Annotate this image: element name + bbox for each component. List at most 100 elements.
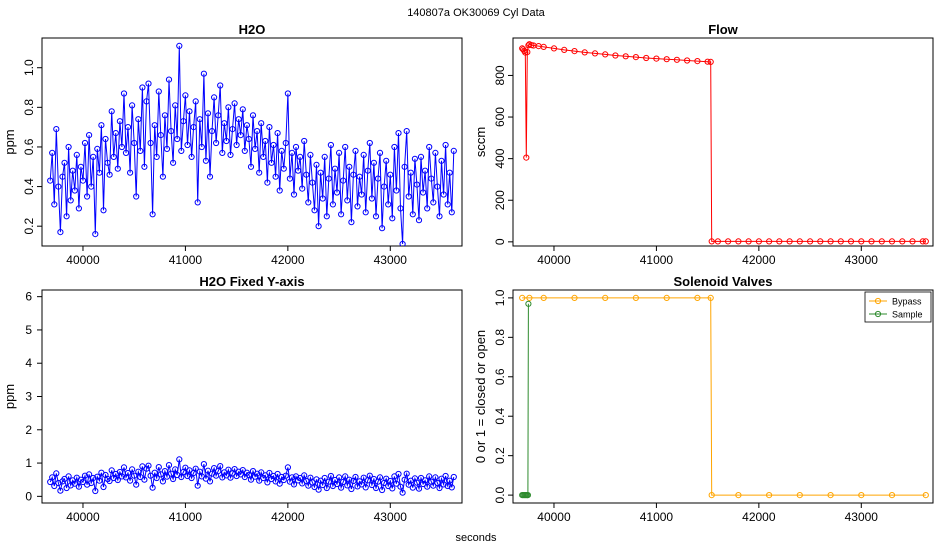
data-point <box>385 201 392 208</box>
data-point <box>409 484 416 491</box>
data-point <box>319 195 326 202</box>
data-point <box>200 461 207 468</box>
data-point <box>124 469 132 477</box>
data-point <box>643 54 650 62</box>
data-point <box>352 473 359 481</box>
series-bypass <box>519 294 929 499</box>
data-point <box>55 183 62 190</box>
data-point <box>663 56 670 63</box>
data-point <box>827 492 834 499</box>
x-tick-label: 41000 <box>169 253 203 267</box>
data-point <box>446 169 453 176</box>
data-point <box>653 55 660 62</box>
data-point <box>112 130 119 137</box>
plot-frame <box>512 37 934 247</box>
data-point <box>106 171 113 178</box>
legend-label: Sample <box>892 310 923 320</box>
data-point <box>327 472 334 480</box>
data-point <box>376 474 384 481</box>
series-line <box>522 303 529 496</box>
data-point <box>157 471 164 478</box>
data-point <box>284 464 291 471</box>
plot-frame <box>41 37 463 247</box>
data-point <box>368 195 375 202</box>
data-point <box>221 120 228 127</box>
data-point <box>422 477 429 484</box>
data-point <box>75 483 83 490</box>
data-point <box>776 238 783 245</box>
y-tick-label: 3 <box>25 390 32 404</box>
y-tick-label: 4 <box>25 356 32 370</box>
data-point <box>397 205 404 212</box>
chart-title: Solenoid Valves <box>674 274 773 289</box>
data-point <box>71 187 78 194</box>
data-point <box>266 469 273 477</box>
data-point <box>178 473 185 481</box>
data-point <box>745 238 752 245</box>
data-point <box>98 122 105 129</box>
data-point <box>632 54 640 61</box>
y-tick-label: 1.0 <box>493 289 507 306</box>
data-point <box>290 481 298 488</box>
data-point <box>266 124 273 131</box>
data-point <box>888 492 896 499</box>
data-point <box>417 153 425 160</box>
data-point <box>440 481 447 488</box>
y-tick-label: 600 <box>493 107 507 127</box>
series-line <box>49 45 455 245</box>
data-point <box>118 143 126 151</box>
data-point <box>133 481 140 488</box>
data-point <box>143 98 150 105</box>
data-point <box>602 294 609 301</box>
series-sample <box>519 300 532 499</box>
data-point <box>86 132 93 139</box>
data-point <box>323 213 330 220</box>
data-point <box>426 143 433 151</box>
data-point <box>75 205 83 212</box>
x-tick-label: 40000 <box>537 253 571 267</box>
data-point <box>149 211 156 218</box>
data-point <box>519 294 526 301</box>
data-point <box>387 477 394 485</box>
y-tick-label: 0.6 <box>493 368 507 385</box>
data-point <box>188 153 195 160</box>
data-point <box>362 209 369 216</box>
data-point <box>151 122 158 129</box>
data-point <box>708 492 715 499</box>
data-point <box>131 139 138 147</box>
data-point <box>297 153 304 160</box>
data-point <box>108 467 115 474</box>
data-point <box>415 217 423 224</box>
data-point <box>858 492 865 499</box>
data-point <box>424 205 431 212</box>
data-point <box>338 211 345 218</box>
data-point <box>362 484 369 491</box>
data-point <box>922 492 929 499</box>
y-tick-label: 6 <box>25 290 32 304</box>
data-point <box>436 213 443 220</box>
data-point <box>374 175 382 182</box>
data-point <box>344 197 351 204</box>
data-point <box>178 147 185 154</box>
data-point <box>90 153 97 160</box>
data-point <box>129 466 136 473</box>
data-point <box>342 473 349 480</box>
data-point <box>415 485 423 492</box>
data-point <box>163 473 171 480</box>
data-point <box>194 482 201 489</box>
data-point <box>170 475 177 483</box>
data-point <box>438 157 445 164</box>
data-point <box>159 173 166 180</box>
data-point <box>79 177 87 184</box>
data-point <box>591 50 599 57</box>
y-axis-label: sccm <box>473 127 488 157</box>
data-point <box>837 238 844 245</box>
data-point <box>131 472 138 479</box>
data-point <box>129 102 136 109</box>
data-point <box>163 145 171 152</box>
data-point <box>313 161 320 168</box>
data-point <box>170 159 177 166</box>
data-point <box>381 183 388 190</box>
data-point <box>288 474 296 481</box>
data-point <box>346 476 353 483</box>
